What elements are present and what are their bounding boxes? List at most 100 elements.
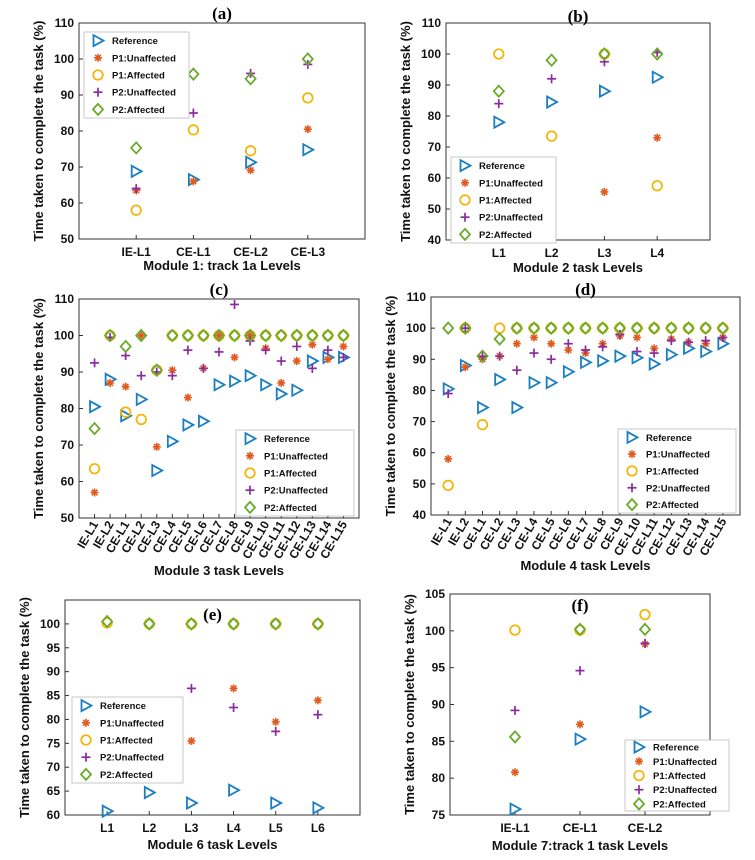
panel-d-point-p2-affected-shape <box>630 321 644 335</box>
panel-f-legend-marker-reference-shape <box>633 740 647 755</box>
panel-f-point-p1-affected <box>639 608 651 621</box>
panel-b-point-reference-shape <box>599 84 612 99</box>
panel-a-legend-marker-reference <box>92 33 106 48</box>
panel-a-point-p1-affected-shape <box>130 204 142 216</box>
panel-c-legend-box <box>235 429 355 517</box>
panel-c-point-reference-shape <box>198 414 211 429</box>
panel-f-xtick-label: CE-L2 <box>628 821 663 835</box>
panel-c-legend-label-reference: Reference <box>264 434 310 445</box>
panel-b-legend-marker-reference <box>459 158 473 173</box>
panel-e-title: (e) <box>203 605 222 624</box>
panel-a-ytick-label: 90 <box>61 88 75 102</box>
panel-d-point-p1-affected-shape <box>597 322 609 334</box>
panel-d-legend-marker-reference-shape <box>626 430 640 445</box>
panel-e-point-reference <box>228 783 241 798</box>
panel-a-title: (a) <box>212 4 232 23</box>
panel-c: 5060708090100110IE-L1IE-L2CE-L1CE-L2CE-L… <box>31 280 360 578</box>
panel-a-ytick-label: 50 <box>61 232 75 246</box>
panel-f-point-reference-shape <box>509 802 523 817</box>
panel-e: 60 65 70 75 80 85 90 95 100 L1 L2 L3 L4 L5 L6 (e) Module… <box>17 597 361 852</box>
panel-c-point-p2-unaffected <box>276 356 286 366</box>
panel-d-legend-marker-p1-affected-shape <box>626 465 638 477</box>
panel-f-point-p1-unaffected <box>511 768 519 777</box>
panel-c-point-p1-unaffected <box>183 393 192 402</box>
panel-d-point-reference-shape <box>665 347 679 362</box>
panel-b-legend-marker-p1-unaffected-stroke <box>461 179 469 187</box>
panel-e-legend-marker-p2-affected <box>79 767 93 782</box>
panel-d-point-p2-affected <box>716 321 730 335</box>
panel-c-point-p2-affected-shape <box>243 328 257 343</box>
panel-d-legend-marker-p2-affected-shape <box>625 497 639 512</box>
panel-c-ytick-label: 90 <box>61 365 75 379</box>
panel-d-point-p2-affected-shape <box>441 321 455 335</box>
panel-d-point-p1-affected-shape <box>545 322 557 334</box>
panel-e-xtick-label: L5 <box>269 821 283 835</box>
panel-f-point-p1-affected <box>509 624 521 636</box>
panel-e-point-p1-unaffected-stroke <box>314 696 322 704</box>
panel-d-point-p1-affected-shape <box>476 419 489 431</box>
panel-c-point-p1-unaffected <box>152 442 161 451</box>
panel-c-point-p2-affected <box>259 328 272 343</box>
panel-b-point-p2-affected-shape <box>598 47 611 61</box>
panel-c-point-p2-affected <box>197 328 210 343</box>
panel-a-legend-box <box>83 31 190 119</box>
panel-e-point-p2-affected-shape <box>311 617 325 631</box>
panel-b-ytick-label: 100 <box>421 47 441 61</box>
panel-f-legend-marker-p2-affected-shape <box>632 797 646 811</box>
panel-a-legend-label-p1-unaffected: P1:Unaffected <box>112 53 176 64</box>
panel-b-legend-box <box>450 156 557 244</box>
panel-b-legend-marker-p1-unaffected <box>461 178 469 187</box>
panel-a-point-reference <box>302 142 316 157</box>
panel-b-xtick-label: L2 <box>545 246 559 260</box>
panel-e-point-p1-affected-shape <box>143 618 155 630</box>
panel-c-point-p1-affected <box>135 413 147 426</box>
panel-a-point-p1-unaffected <box>189 177 198 186</box>
panel-e-legend-marker-reference-shape <box>80 698 94 713</box>
panel-d-point-p2-affected <box>579 321 592 335</box>
panel-d-point-p1-affected-shape <box>682 322 695 334</box>
panel-c-point-p2-unaffected <box>90 358 100 368</box>
panel-e-ytick-label: 75 <box>47 736 61 750</box>
panel-c-legend-marker-reference <box>244 431 258 446</box>
panel-d-point-p2-affected <box>630 321 644 335</box>
panel-c-point-reference <box>89 399 102 414</box>
panel-c-point-p2-affected-shape <box>306 328 319 343</box>
panel-d-point-reference <box>597 353 611 368</box>
panel-d-point-p2-affected-shape <box>716 321 730 335</box>
panel-d-point-reference-shape <box>545 375 559 390</box>
panel-e-ylabel: Time taken to complete the task (%) <box>17 597 32 818</box>
panel-d-legend-marker-p1-affected <box>626 465 638 477</box>
panel-b-ytick-label: 110 <box>422 16 442 30</box>
panel-e-point-reference <box>101 804 115 819</box>
panel-f-point-p1-affected-shape <box>509 624 521 636</box>
panel-f-title: (f) <box>572 596 589 615</box>
panel-c-legend-marker-p2-affected <box>243 500 257 515</box>
panel-d-point-p2-affected <box>441 321 455 335</box>
panel-c-point-p2-affected <box>290 328 303 343</box>
panel-c-point-p1-unaffected <box>292 357 301 366</box>
panel-d-point-p1-affected <box>494 322 506 334</box>
panel-c-point-p1-affected <box>306 329 318 342</box>
panel-c-point-p2-affected <box>275 328 288 343</box>
panel-c-point-reference-shape <box>120 408 134 423</box>
panel-a-point-p1-affected <box>244 145 257 157</box>
panel-f-legend-marker-p2-unaffected <box>634 785 644 795</box>
panel-c-point-p2-affected-shape <box>259 328 272 343</box>
panel-c-point-p1-unaffected <box>106 378 115 387</box>
panel-a-legend-marker-p1-unaffected-stroke <box>94 54 102 62</box>
panel-c-point-p1-affected-shape <box>88 463 101 475</box>
panel-d-title: (d) <box>575 280 596 299</box>
panel-d-ytick-label: 100 <box>406 321 426 335</box>
panel-f-point-p2-affected <box>638 622 652 637</box>
panel-c-legend-label-p2-unaffected: P2:Unaffected <box>264 486 328 497</box>
panel-d-point-reference <box>580 355 593 370</box>
panel-b-xtick-label: L1 <box>492 246 506 260</box>
panel-c-point-p2-affected <box>306 328 319 343</box>
panel-f-legend-label-p1-affected: P1:Affected <box>653 771 706 782</box>
panel-a-legend-marker-p2-affected <box>91 102 105 117</box>
panel-f-legend-label-reference: Reference <box>653 743 699 754</box>
panel-c-point-p1-unaffected-stroke <box>324 355 332 363</box>
panel-a-legend-label-p2-affected: P2:Affected <box>112 105 165 116</box>
panel-a-point-p1-affected <box>130 204 142 216</box>
